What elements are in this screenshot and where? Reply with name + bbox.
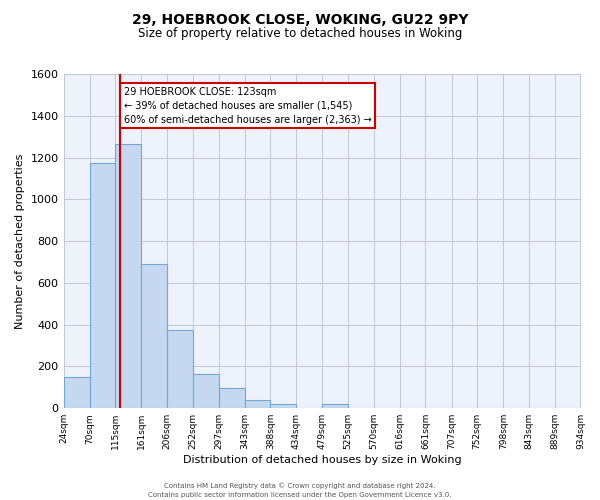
Bar (271, 404, 296, 408)
Text: Contains public sector information licensed under the Open Government Licence v3: Contains public sector information licen… (148, 492, 452, 498)
Text: Size of property relative to detached houses in Woking: Size of property relative to detached ho… (138, 28, 462, 40)
Bar (245, 400, 271, 408)
Bar (89, 163, 115, 408)
Bar (115, 144, 142, 408)
Y-axis label: Number of detached properties: Number of detached properties (15, 154, 25, 329)
Text: 29, HOEBROOK CLOSE, WOKING, GU22 9PY: 29, HOEBROOK CLOSE, WOKING, GU22 9PY (132, 12, 468, 26)
Bar (218, 388, 245, 408)
Text: Contains HM Land Registry data © Crown copyright and database right 2024.: Contains HM Land Registry data © Crown c… (164, 482, 436, 489)
Bar (193, 374, 218, 408)
Text: 29 HOEBROOK CLOSE: 123sqm
← 39% of detached houses are smaller (1,545)
60% of se: 29 HOEBROOK CLOSE: 123sqm ← 39% of detac… (124, 86, 371, 124)
Bar (64, 377, 89, 408)
Bar (142, 264, 167, 408)
Bar (167, 330, 193, 408)
X-axis label: Distribution of detached houses by size in Woking: Distribution of detached houses by size … (183, 455, 461, 465)
Bar (322, 404, 348, 408)
